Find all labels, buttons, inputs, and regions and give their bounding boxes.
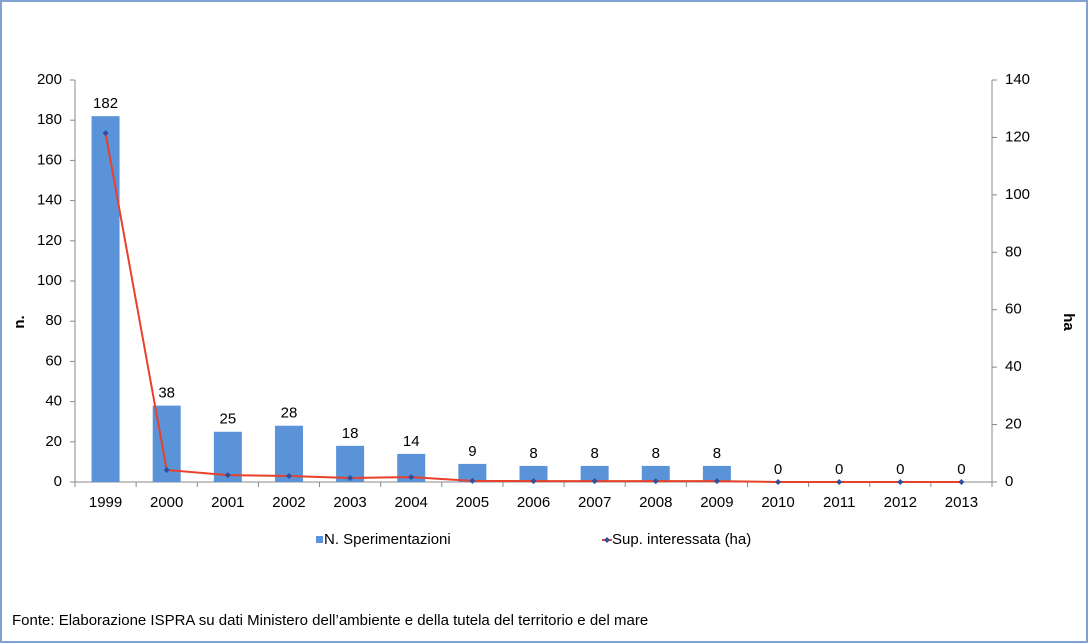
data-label: 8 (590, 445, 598, 462)
bar (519, 465, 548, 482)
y-tick-label: 60 (45, 352, 62, 369)
y-tick-label: 180 (37, 111, 62, 128)
y-tick-label: 100 (37, 272, 62, 289)
line-marker (591, 478, 598, 485)
line-marker (958, 479, 965, 485)
x-tick-label: 2011 (823, 494, 855, 511)
data-label: 0 (957, 461, 965, 478)
data-label: 25 (219, 411, 236, 428)
y2-tick-label: 100 (1005, 186, 1030, 203)
y-axis-label: n. (11, 315, 28, 328)
y2-tick-label: 140 (1005, 71, 1030, 88)
x-tick-label: 2003 (333, 494, 366, 511)
y2-tick-label: 120 (1005, 128, 1030, 145)
legend-marker (604, 537, 610, 543)
line-marker (897, 479, 904, 485)
data-label: 8 (713, 445, 721, 462)
data-label: 9 (468, 443, 476, 460)
data-label: 38 (158, 385, 175, 402)
y2-tick-label: 20 (1005, 416, 1022, 433)
line-marker (652, 478, 659, 485)
x-tick-label: 2000 (150, 494, 183, 511)
y2-tick-label: 80 (1005, 243, 1022, 260)
x-tick-label: 2006 (517, 494, 550, 511)
data-label: 0 (774, 461, 782, 478)
y-tick-label: 20 (45, 433, 62, 450)
y-tick-label: 0 (54, 473, 62, 490)
data-label: 0 (896, 461, 904, 478)
y-tick-label: 140 (37, 192, 62, 209)
bar (641, 465, 670, 482)
source-note: Fonte: Elaborazione ISPRA su dati Minist… (12, 612, 648, 629)
x-tick-label: 2002 (272, 494, 305, 511)
x-tick-label: 2009 (700, 494, 733, 511)
y2-tick-label: 60 (1005, 301, 1022, 318)
line-marker (102, 130, 109, 137)
bar (702, 465, 731, 482)
x-tick-label: 1999 (89, 494, 122, 511)
x-tick-label: 2010 (761, 494, 794, 511)
line-marker (163, 466, 170, 473)
line-marker (530, 478, 537, 485)
x-tick-label: 2001 (211, 494, 244, 511)
x-tick-label: 2004 (395, 494, 428, 511)
data-label: 0 (835, 461, 843, 478)
x-tick-label: 2012 (884, 494, 917, 511)
legend-swatch (316, 536, 323, 543)
bar (91, 116, 120, 483)
y-tick-label: 200 (37, 71, 62, 88)
line-marker (408, 474, 415, 481)
line-marker (224, 472, 231, 479)
data-label: 14 (403, 433, 420, 450)
y2-tick-label: 40 (1005, 358, 1022, 375)
y2-axis-label: ha (1060, 313, 1077, 331)
y-tick-label: 120 (37, 232, 62, 249)
bar (580, 465, 609, 482)
line-marker (713, 478, 720, 485)
x-tick-label: 2013 (945, 494, 978, 511)
y-tick-label: 80 (45, 312, 62, 329)
bar (274, 425, 303, 482)
data-label: 8 (652, 445, 660, 462)
x-tick-label: 2008 (639, 494, 672, 511)
y-tick-label: 40 (45, 393, 62, 410)
line-marker (836, 479, 843, 485)
line-marker (469, 477, 476, 484)
y-tick-label: 160 (37, 151, 62, 168)
x-tick-label: 2007 (578, 494, 611, 511)
x-tick-label: 2005 (456, 494, 489, 511)
data-label: 8 (529, 445, 537, 462)
line-marker (775, 479, 782, 485)
bar (458, 463, 487, 482)
data-label: 28 (281, 405, 298, 422)
line-marker (285, 472, 292, 479)
data-label: 182 (93, 95, 118, 112)
legend-label: Sup. interessata (ha) (612, 531, 751, 548)
y2-tick-label: 0 (1005, 473, 1013, 490)
line-marker (347, 474, 354, 481)
legend-label: N. Sperimentazioni (324, 531, 451, 548)
data-label: 18 (342, 425, 359, 442)
